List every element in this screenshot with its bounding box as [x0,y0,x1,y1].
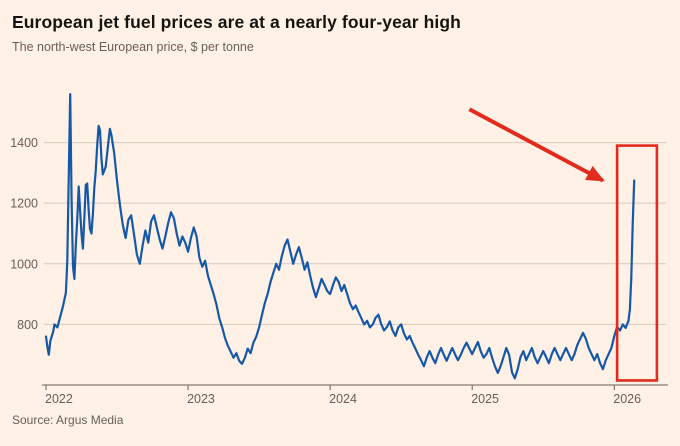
spike-highlight-box [615,144,659,382]
x-axis-label: 2023 [187,392,215,406]
chart-header: European jet fuel prices are at a nearly… [0,0,680,55]
x-axis-label: 2022 [45,392,73,406]
price-line [44,92,636,380]
x-axis-label: 2025 [471,392,499,406]
annotation-arrow [468,107,605,183]
y-axis-label: 1000 [10,257,38,271]
chart-title: European jet fuel prices are at a nearly… [12,12,461,32]
price-line-chart: 800 1000 1200 1400 2022 2023 2024 2025 2026 [10,92,668,406]
y-axis-label: 800 [17,318,38,332]
x-axis-label: 2024 [329,392,357,406]
chart-subtitle: The north-west European price, $ per ton… [12,40,254,54]
y-axis-label: 1200 [10,197,38,211]
y-axis-label: 1400 [10,136,38,150]
source-text: Source: Argus Media [12,413,124,427]
x-axis-label: 2026 [613,392,641,406]
